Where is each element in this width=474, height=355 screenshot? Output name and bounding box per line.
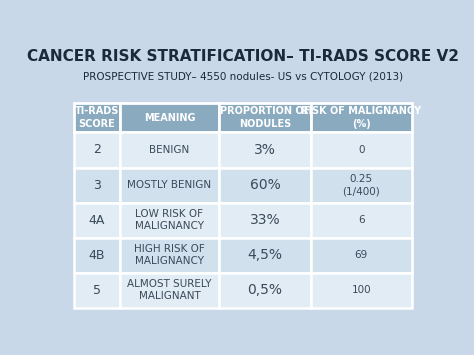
Text: 0: 0 xyxy=(358,145,365,155)
Text: CANCER RISK STRATIFICATION– TI-RADS SCORE V2: CANCER RISK STRATIFICATION– TI-RADS SCOR… xyxy=(27,49,459,65)
Bar xyxy=(219,168,310,203)
Text: TI-RADS
SCORE: TI-RADS SCORE xyxy=(74,106,119,129)
Bar xyxy=(310,132,412,168)
Text: 5: 5 xyxy=(93,284,101,297)
Text: BENIGN: BENIGN xyxy=(149,145,190,155)
Bar xyxy=(310,273,412,308)
Text: ALMOST SURELY
MALIGNANT: ALMOST SURELY MALIGNANT xyxy=(127,279,212,301)
Bar xyxy=(119,203,219,237)
Bar xyxy=(310,203,412,237)
Text: 3%: 3% xyxy=(254,143,276,157)
Bar xyxy=(219,132,310,168)
Bar xyxy=(219,103,310,132)
Bar xyxy=(74,103,119,132)
Bar xyxy=(74,237,119,273)
Text: 100: 100 xyxy=(351,285,371,295)
Bar xyxy=(219,237,310,273)
Text: HIGH RISK OF
MALIGNANCY: HIGH RISK OF MALIGNANCY xyxy=(134,244,205,266)
Text: RISK OF MALIGNANCY
(%): RISK OF MALIGNANCY (%) xyxy=(301,106,421,129)
Bar xyxy=(219,273,310,308)
Text: LOW RISK OF
MALIGNANCY: LOW RISK OF MALIGNANCY xyxy=(135,209,204,231)
Bar xyxy=(74,273,119,308)
Text: 4B: 4B xyxy=(89,248,105,262)
Text: 3: 3 xyxy=(93,179,100,192)
Text: 2: 2 xyxy=(93,143,100,157)
Bar xyxy=(119,168,219,203)
Bar xyxy=(119,103,219,132)
Bar xyxy=(310,237,412,273)
Text: 60%: 60% xyxy=(249,178,280,192)
Bar xyxy=(119,132,219,168)
Text: 0,5%: 0,5% xyxy=(247,283,283,297)
Text: PROSPECTIVE STUDY– 4550 nodules- US vs CYTOLOGY (2013): PROSPECTIVE STUDY– 4550 nodules- US vs C… xyxy=(83,71,403,81)
Text: MEANING: MEANING xyxy=(144,113,195,122)
Bar xyxy=(310,103,412,132)
Bar xyxy=(310,168,412,203)
Bar xyxy=(74,168,119,203)
Bar xyxy=(74,203,119,237)
Bar xyxy=(119,273,219,308)
Bar xyxy=(219,203,310,237)
Bar xyxy=(74,132,119,168)
Text: 33%: 33% xyxy=(250,213,280,227)
Text: 4A: 4A xyxy=(89,214,105,226)
Text: 69: 69 xyxy=(355,250,368,260)
Text: 0.25
(1/400): 0.25 (1/400) xyxy=(342,174,380,196)
Bar xyxy=(119,237,219,273)
Text: 6: 6 xyxy=(358,215,365,225)
Text: 4,5%: 4,5% xyxy=(247,248,283,262)
Text: PROPORTION OF
NODULES: PROPORTION OF NODULES xyxy=(220,106,310,129)
Text: MOSTLY BENIGN: MOSTLY BENIGN xyxy=(128,180,211,190)
